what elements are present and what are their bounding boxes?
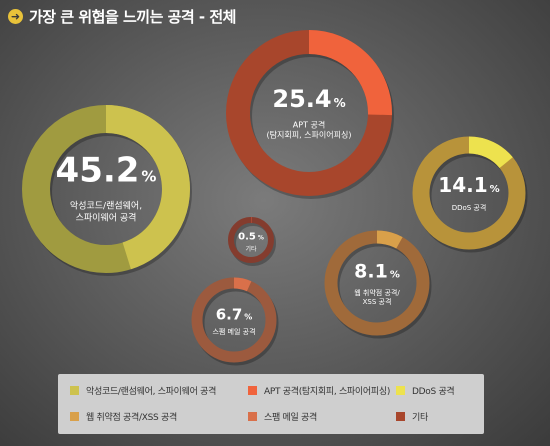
donut-web: 8.1 % 웹 취약점 공격/XSS 공격 [324,230,432,339]
legend-item-spam: 스팸 메일 공격 [248,410,317,423]
donut-spam: 6.7 % 스팸 메일 공격 [191,277,279,366]
legend-label-malware: 악성코드/랜섬웨어, 스파이웨어 공격 [86,387,217,397]
donut-label-etc: 기타 [245,245,257,253]
donut-arc-spam [233,277,252,292]
donut-label-web: 웹 취약점 공격/ [354,288,400,297]
legend-item-etc: 기타 [396,410,428,423]
arrow-right-circle-icon: ➜ [8,9,23,24]
legend-swatch-malware [70,386,79,395]
donut-label-malware: 스파이웨어 공격 [76,212,137,224]
donut-value-spam: 6.7% [216,305,253,323]
donut-arc-malware [105,105,190,270]
donut-arc-web [376,230,403,249]
donut-etc: 0.5 % 기타 [228,217,276,266]
donut-label-apt: APT 공격 [293,120,325,130]
donut-malware: 45.2 % 악성코드/랜섬웨어,스파이웨어 공격 [22,105,192,276]
legend-item-malware: 악성코드/랜섬웨어, 스파이웨어 공격 [70,384,216,397]
donut-label-malware: 악성코드/랜섬웨어, [70,200,142,212]
donut-value-etc: 0.5% [238,232,264,243]
legend-label-etc: 기타 [412,413,428,423]
donut-value-malware: 45.2% [56,150,157,190]
legend-item-ddos: DDoS 공격 [396,384,455,397]
legend-swatch-etc [396,412,405,421]
legend-swatch-spam [248,412,257,421]
legend-label-ddos: DDoS 공격 [412,387,455,397]
legend-item-apt: APT 공격(탐지회피, 스파이어피싱) [248,384,390,397]
legend-label-apt: APT 공격(탐지회피, 스파이어피싱) [264,387,391,397]
donut-ddos: 14.1 % DDoS 공격 [412,136,528,253]
page-title: 가장 큰 위협을 느끼는 공격 - 전체 [29,8,236,26]
donut-arc-ddos [468,136,513,169]
legend-label-web: 웹 취약점 공격/XSS 공격 [86,413,177,423]
legend-swatch-apt [248,386,257,395]
legend-item-web: 웹 취약점 공격/XSS 공격 [70,410,177,423]
title-bar: ➜ 가장 큰 위협을 느끼는 공격 - 전체 [8,6,236,27]
donut-arc-apt [308,30,392,116]
legend-swatch-web [70,412,79,421]
donut-value-web: 8.1% [354,261,400,283]
donut-label-web: XSS 공격 [363,298,392,306]
legend-label-spam: 스팸 메일 공격 [264,413,318,423]
legend: 악성코드/랜섬웨어, 스파이웨어 공격 APT 공격(탐지회피, 스파이어피싱)… [58,374,484,434]
donut-label-ddos: DDoS 공격 [452,204,487,212]
donut-value-apt: 25.4% [272,85,345,113]
donut-track-web [324,230,430,336]
legend-swatch-ddos [396,386,405,395]
donut-label-apt: (탐지회피, 스파이어피싱) [267,130,352,140]
donut-apt: 25.4 % APT 공격(탐지회피, 스파이어피싱) [226,30,394,199]
donut-value-ddos: 14.1% [438,173,499,197]
donut-label-spam: 스팸 메일 공격 [212,327,255,336]
